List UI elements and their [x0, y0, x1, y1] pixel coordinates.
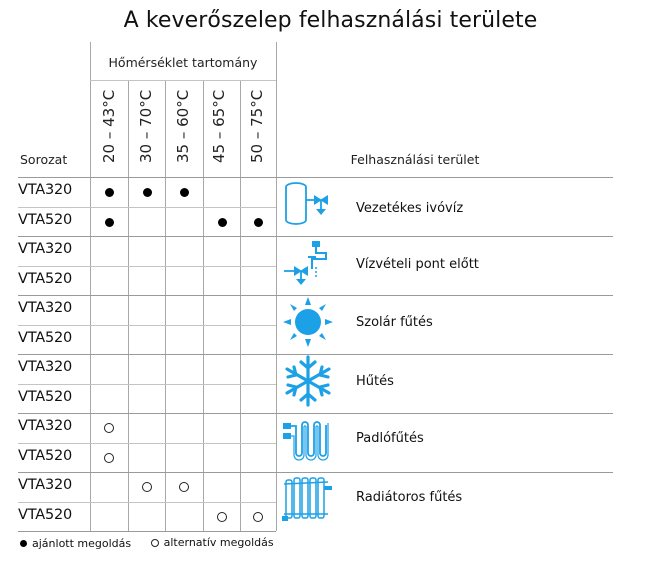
column-divider	[240, 80, 241, 531]
recommended-mark	[172, 186, 196, 201]
model-cell: VTA520	[18, 389, 73, 405]
column-divider	[165, 80, 166, 531]
column-divider	[90, 42, 91, 531]
temperature-range-header: Hőmérséklet tartomány	[108, 55, 258, 70]
alternative-mark	[97, 422, 121, 437]
model-cell: VTA520	[18, 212, 73, 228]
usage-label-floor-heating: Padlófűtés	[356, 431, 424, 446]
model-cell: VTA520	[18, 448, 73, 464]
floor-heating-icon	[283, 421, 329, 461]
alternative-mark	[210, 511, 234, 526]
recommended-mark	[97, 216, 121, 231]
model-cell: VTA320	[18, 359, 73, 375]
filled-dot-icon	[142, 188, 152, 197]
filled-dot-icon	[104, 218, 114, 227]
alternative-mark	[135, 481, 159, 496]
row-divider	[18, 325, 276, 326]
column-divider	[203, 80, 204, 531]
model-cell: VTA320	[18, 477, 73, 493]
tap-valve-icon	[284, 241, 327, 285]
open-dot-icon	[179, 482, 189, 492]
model-cell: VTA320	[18, 241, 73, 257]
filled-dot-icon	[104, 188, 114, 197]
recommended-mark	[210, 216, 234, 231]
model-cell: VTA320	[18, 418, 73, 434]
filled-dot-icon	[179, 188, 189, 197]
recommended-mark	[246, 216, 270, 231]
row-divider	[18, 502, 276, 503]
series-header: Sorozat	[20, 152, 68, 167]
legend-recommended: ajánlott megoldás	[20, 537, 131, 550]
legend: ajánlott megoldás alternatív megoldás	[20, 536, 290, 550]
usage-area-header: Felhasználási terület	[350, 152, 480, 167]
model-cell: VTA520	[18, 507, 73, 523]
recommended-mark	[97, 186, 121, 201]
alternative-mark	[246, 511, 270, 526]
row-divider	[18, 354, 613, 355]
open-dot-icon	[142, 482, 152, 492]
model-cell: VTA320	[18, 182, 73, 198]
radiator-icon	[282, 477, 332, 521]
usage-label-solar: Szolár fűtés	[356, 315, 433, 330]
sun-icon	[283, 297, 333, 347]
row-divider	[18, 443, 276, 444]
legend-alternative: alternatív megoldás	[150, 536, 274, 549]
water-tank-valve-icon	[285, 182, 328, 225]
row-divider	[18, 266, 276, 267]
filled-dot-icon	[253, 218, 263, 227]
recommended-mark	[135, 186, 159, 201]
filled-dot-icon	[217, 218, 227, 227]
row-divider	[18, 295, 613, 296]
row-divider	[18, 472, 613, 473]
row-divider	[18, 384, 276, 385]
open-dot-icon	[217, 512, 227, 522]
row-divider	[18, 236, 613, 237]
page-title: A keverőszelep felhasználási területe	[123, 8, 538, 33]
snowflake-icon	[285, 355, 331, 407]
row-divider	[18, 531, 276, 532]
row-divider	[18, 413, 613, 414]
open-dot-icon	[104, 423, 114, 433]
model-cell: VTA320	[18, 300, 73, 316]
column-divider	[128, 80, 129, 531]
alternative-mark	[172, 481, 196, 496]
column-divider	[276, 42, 277, 531]
usage-label-drinking-water: Vezetékes ivóvíz	[356, 201, 464, 216]
open-dot-icon	[253, 512, 263, 522]
model-cell: VTA520	[18, 330, 73, 346]
row-divider	[18, 207, 276, 208]
filled-dot-icon	[20, 539, 27, 547]
usage-label-radiator: Radiátoros fűtés	[356, 490, 463, 505]
row-divider	[18, 177, 613, 178]
model-cell: VTA520	[18, 271, 73, 287]
open-dot-icon	[104, 453, 114, 463]
usage-label-tap: Vízvételi pont előtt	[356, 257, 479, 272]
open-dot-icon	[150, 538, 159, 547]
header-divider	[90, 80, 276, 81]
usage-label-cooling: Hűtés	[356, 374, 394, 389]
alternative-mark	[97, 452, 121, 467]
